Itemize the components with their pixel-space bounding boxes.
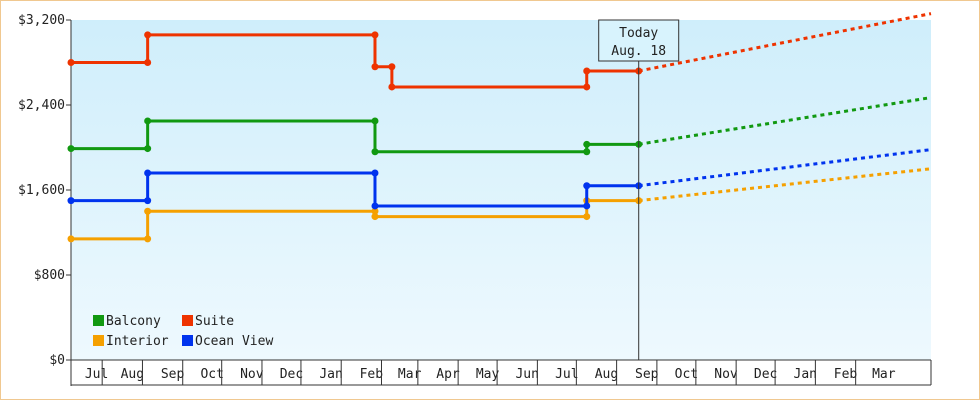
series-point (371, 202, 379, 210)
legend-label: Ocean View (195, 334, 273, 349)
series-forecast (638, 167, 932, 203)
month-label: Sep (635, 367, 659, 382)
series-point (371, 207, 379, 215)
series-balcony (67, 96, 932, 156)
today-marker: Today Aug. 18 (598, 19, 680, 360)
series-point (67, 59, 75, 66)
y-axis: $0 $800 $1,600 $2,400 $3,200 (18, 13, 72, 386)
series-suite (67, 12, 932, 91)
y-tick-label: $3,200 (18, 13, 65, 28)
month-label: Nov (714, 367, 738, 382)
series-forecast (638, 96, 932, 146)
month-label: Jul (555, 367, 578, 382)
series-point (583, 148, 591, 156)
month-label: Jan (319, 367, 342, 382)
series-point (388, 63, 396, 71)
month-label: May (476, 367, 500, 382)
legend-item: Ocean View (182, 334, 273, 349)
series-point (144, 59, 152, 66)
series-point (144, 145, 152, 153)
legend-swatch (182, 315, 193, 326)
series-point (371, 213, 379, 221)
month-label: Jan (794, 367, 817, 382)
month-label: Jun (515, 367, 538, 382)
series-point (583, 140, 591, 148)
series-point (371, 148, 379, 156)
series-forecast (638, 148, 932, 188)
series-point (67, 145, 75, 153)
legend-item: Interior (93, 334, 169, 349)
month-label: Feb (834, 367, 858, 382)
series-point (67, 197, 75, 205)
month-label: Oct (200, 367, 223, 382)
series-point (144, 169, 152, 177)
series-point (371, 117, 379, 125)
month-label: Apr (436, 367, 460, 382)
legend-label: Suite (195, 314, 234, 329)
month-label: Jul (85, 367, 108, 382)
plot-background (71, 20, 931, 360)
x-axis: Jul Aug Sep Oct Nov Dec Jan Feb Mar Apr May Jun Jul A… (71, 359, 932, 386)
series-point (144, 197, 152, 205)
legend-label: Interior (106, 334, 169, 349)
month-label: Dec (754, 367, 777, 382)
series-point (371, 169, 379, 177)
today-label: Today (619, 26, 658, 41)
legend: Balcony Suite Interior Ocean View (93, 314, 273, 349)
today-box (598, 19, 680, 62)
month-label: Mar (398, 367, 422, 382)
series-line (71, 33, 639, 89)
today-date: Aug. 18 (611, 44, 666, 59)
month-label: Oct (675, 367, 698, 382)
series-point (371, 31, 379, 39)
series-point (144, 31, 152, 39)
series-point (144, 207, 152, 215)
series-point (583, 83, 591, 91)
month-label: Aug (595, 367, 618, 382)
series-point (583, 67, 591, 75)
y-tick-label: $800 (34, 268, 65, 283)
series-forecast (638, 12, 932, 73)
series-ocean-view (67, 148, 932, 210)
month-label: Mar (872, 367, 896, 382)
month-label: Dec (280, 367, 303, 382)
y-tick-label: $0 (49, 353, 65, 368)
series-point (144, 117, 152, 125)
series-point (67, 235, 75, 243)
legend-item: Balcony (93, 314, 161, 329)
legend-label: Balcony (106, 314, 161, 329)
month-label: Nov (240, 367, 264, 382)
series-point (388, 83, 396, 91)
series-point (583, 213, 591, 221)
series-point (583, 202, 591, 210)
legend-swatch (93, 315, 104, 326)
series-layer (67, 12, 932, 243)
series-point (144, 235, 152, 243)
month-label: Feb (360, 367, 384, 382)
month-label: Aug (121, 367, 144, 382)
y-tick-label: $2,400 (18, 98, 65, 113)
legend-swatch (182, 335, 193, 346)
series-point (583, 182, 591, 190)
legend-swatch (93, 335, 104, 346)
legend-item: Suite (182, 314, 234, 329)
y-tick-label: $1,600 (18, 183, 65, 198)
month-label: Sep (161, 367, 185, 382)
series-point (371, 63, 379, 71)
